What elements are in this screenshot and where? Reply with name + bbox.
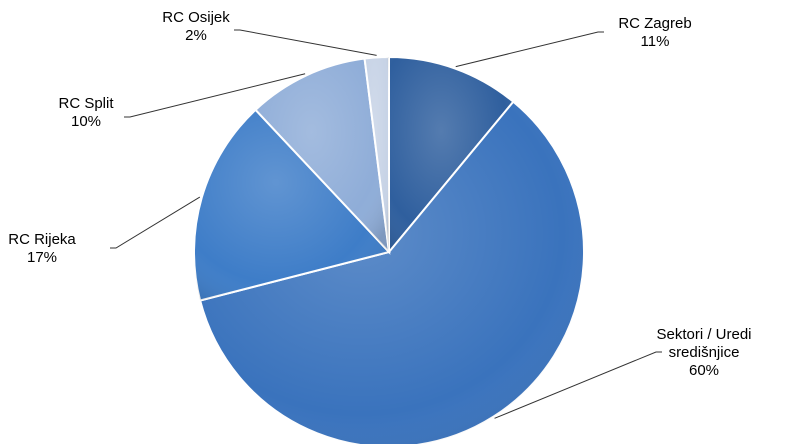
slice-name-label: Sektori / Uredi: [656, 326, 751, 343]
slice-percent-label: 11%: [641, 33, 670, 50]
slice-name-label: RC Osijek: [162, 9, 230, 26]
slice-name-label: RC Zagreb: [618, 15, 691, 32]
slice-percent-label: 2%: [185, 27, 207, 44]
leader-line: [494, 351, 662, 419]
slice-percent-label: 60%: [689, 362, 719, 379]
leader-line: [124, 73, 306, 118]
slice-name-label: RC Split: [58, 95, 114, 112]
pie-slice-shading: [364, 57, 389, 252]
leader-line: [234, 29, 377, 56]
slice-percent-label: 17%: [27, 249, 57, 266]
slice-name-label: RC Rijeka: [8, 231, 76, 248]
pie-slice-shading: [255, 58, 389, 253]
slice-percent-label: 10%: [71, 113, 101, 130]
pie-slice-shading: [389, 57, 514, 252]
pie-slice-shading: [200, 101, 584, 444]
leader-line: [455, 31, 604, 68]
slice-name-label: središnjice: [669, 344, 740, 361]
leader-line: [110, 196, 201, 249]
pie-slice-shading: [194, 109, 389, 301]
